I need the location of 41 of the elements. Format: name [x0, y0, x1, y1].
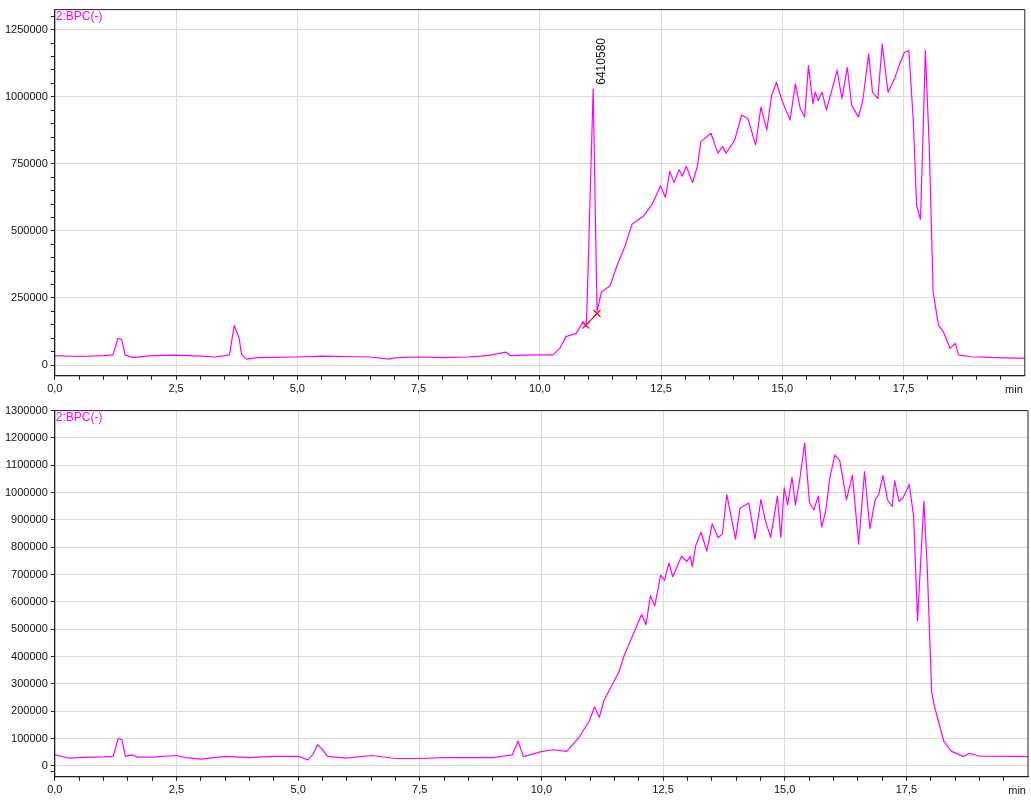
x-tick-label: 0,0 — [47, 382, 63, 395]
y-tick-label: 500000 — [11, 223, 48, 236]
y-tick-label: 1200000 — [5, 430, 48, 443]
x-tick-label: 7,5 — [412, 783, 428, 796]
y-tick-label: 800000 — [11, 540, 48, 553]
x-tick-label: 2,5 — [168, 783, 185, 796]
y-tick-label: 0 — [41, 358, 48, 371]
x-tick-label: 15,0 — [773, 783, 796, 796]
x-tick-label: 5,0 — [290, 783, 306, 796]
x-tick-label: 5,0 — [289, 382, 305, 395]
y-tick-label: 1100000 — [5, 458, 48, 471]
y-tick-label: 700000 — [11, 567, 48, 580]
y-tick-label: 200000 — [11, 704, 48, 717]
x-tick-label: 7,5 — [410, 382, 427, 395]
x-tick-label: 15,0 — [771, 382, 794, 395]
y-tick-label: 1300000 — [5, 403, 48, 416]
y-tick-label: 1000000 — [5, 485, 48, 498]
y-tick-label: 100000 — [11, 731, 48, 744]
text: 2:BPC(-) — [55, 8, 103, 23]
y-tick-label: 750000 — [11, 156, 48, 169]
x-tick-label: 0,0 — [47, 783, 63, 796]
x-tick-label: 17,5 — [895, 783, 918, 796]
y-tick-label: 500000 — [11, 622, 48, 635]
y-tick-label: 250000 — [11, 291, 48, 304]
y-tick-label: 1250000 — [5, 22, 48, 35]
x-tick-label: 12,5 — [652, 783, 674, 796]
x-tick-label: 12,5 — [650, 382, 672, 395]
text: 2:BPC(-) — [55, 409, 103, 424]
y-tick-label: 0 — [41, 758, 48, 771]
annotation: 6410580 — [594, 37, 609, 85]
y-tick-label: 300000 — [11, 676, 48, 689]
x-tick-label: 2,5 — [168, 382, 184, 395]
x-tick-label: 10,0 — [530, 783, 553, 796]
y-tick-label: 900000 — [11, 512, 48, 525]
x-tick-label: 17,5 — [892, 382, 915, 395]
y-tick-label: 400000 — [11, 649, 48, 662]
x-tick-label: 10,0 — [529, 382, 551, 395]
x-axis-title: min — [1005, 383, 1023, 396]
y-tick-label: 600000 — [11, 594, 48, 607]
y-tick-label: 1000000 — [5, 89, 48, 102]
x-axis-title: min — [1008, 784, 1026, 797]
